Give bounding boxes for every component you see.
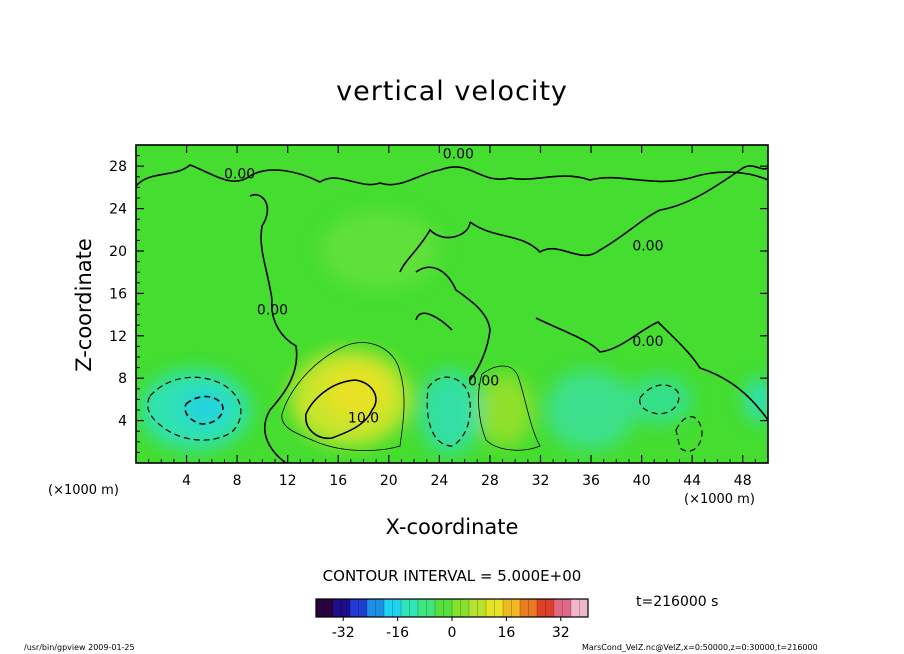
colorbar-cell <box>537 599 555 617</box>
updraft-center <box>324 366 388 418</box>
contour-label: 0.00 <box>632 334 663 350</box>
x-axis-ticks: 4 8 12 16 20 24 28 32 36 40 44 48 <box>148 145 756 489</box>
colorbar-cell <box>452 599 470 617</box>
y-tick-label: 8 <box>118 371 127 387</box>
x-tick-label: 16 <box>329 473 347 489</box>
colorbar-cell <box>503 599 521 617</box>
colorbar-ticks: -32 -16 0 16 32 <box>332 617 570 641</box>
colorbar-cell <box>435 599 453 617</box>
y-tick-label: 16 <box>109 286 127 302</box>
y-tick-label: 24 <box>109 202 127 218</box>
zero-contour-top <box>136 164 768 187</box>
contour-label: 0.00 <box>468 373 499 389</box>
footer-source: MarsCond_VelZ.nc@VelZ,x=0:50000,z=0:3000… <box>582 643 818 652</box>
negative-contour-right <box>639 384 680 415</box>
x-tick-label: 12 <box>279 473 297 489</box>
x-tick-label: 28 <box>481 473 499 489</box>
updraft-right <box>477 374 533 446</box>
updraft-upper <box>320 210 440 290</box>
x-tick-label: 32 <box>532 473 550 489</box>
x-tick-label: 4 <box>182 473 191 489</box>
x-tick-label: 8 <box>233 473 242 489</box>
x-tick-label: 20 <box>380 473 398 489</box>
colorbar-cell <box>350 599 368 617</box>
contour-label: 0.00 <box>443 146 474 162</box>
time-label: t=216000 s <box>636 594 719 610</box>
contour-labels: 0.00 0.00 0.00 0.00 0.00 0.00 10.0 <box>224 146 663 426</box>
contour-label: 0.00 <box>632 239 663 255</box>
x-tick-label: 24 <box>430 473 448 489</box>
colorbar-tick-label: 16 <box>497 625 515 641</box>
colorbar-cell <box>520 599 538 617</box>
colorbar-cell <box>333 599 351 617</box>
colorbar-cells <box>316 599 589 617</box>
positive-contour-right <box>478 365 541 451</box>
y-tick-label: 28 <box>109 159 127 175</box>
x-unit-label-left: (×1000 m) <box>48 483 119 498</box>
colorbar-cell <box>418 599 436 617</box>
zero-contour-patches <box>415 266 491 381</box>
y-axis-label: Z-coordinate <box>72 238 96 372</box>
velocity-field <box>136 164 768 463</box>
colorbar-cell <box>384 599 402 617</box>
colorbar: -32 -16 0 16 32 <box>315 598 589 641</box>
zero-contour-left <box>249 193 298 463</box>
negative-contour-left-inner <box>184 395 224 425</box>
footer-program-date: /usr/bin/gpview 2009-01-25 <box>24 643 135 652</box>
colorbar-cell <box>486 599 504 617</box>
x-axis-label: X-coordinate <box>385 515 519 539</box>
downdraft-right <box>628 376 692 424</box>
downdraft-bottom <box>545 370 635 450</box>
downdraft-left-core <box>183 392 227 424</box>
positive-contour-outer <box>281 342 405 451</box>
positive-contour-core <box>305 379 377 439</box>
contour-lines <box>136 164 768 463</box>
x-tick-label: 44 <box>683 473 701 489</box>
downdraft-edge <box>744 378 768 422</box>
colorbar-cell <box>469 599 487 617</box>
negative-contour-mid <box>426 376 471 447</box>
colorbar-cell <box>401 599 419 617</box>
y-tick-label: 12 <box>109 329 127 345</box>
x-tick-label: 36 <box>582 473 600 489</box>
contour-label: 0.00 <box>257 302 288 318</box>
x-unit-label-right: (×1000 m) <box>684 492 755 507</box>
chart-title: vertical velocity <box>336 76 568 107</box>
colorbar-tick-label: 0 <box>448 625 457 641</box>
y-axis-ticks: 4 8 12 16 20 24 28 <box>109 155 768 453</box>
colorbar-cell <box>554 599 572 617</box>
contour-interval-label: CONTOUR INTERVAL = 5.000E+00 <box>322 567 582 585</box>
colorbar-cell <box>571 599 589 617</box>
contour-label: 10.0 <box>348 410 379 426</box>
contour-label: 0.00 <box>224 167 255 183</box>
colorbar-cell <box>316 599 334 617</box>
colorbar-cell <box>367 599 385 617</box>
zero-contour-east <box>535 317 768 421</box>
colorbar-tick-label: 32 <box>552 625 570 641</box>
zero-contour-right <box>399 165 768 273</box>
colorbar-tick-label: -32 <box>332 625 355 641</box>
negative-contour-far-right <box>675 416 703 452</box>
x-tick-label: 48 <box>734 473 752 489</box>
x-tick-label: 40 <box>633 473 651 489</box>
y-tick-label: 20 <box>109 244 127 260</box>
y-tick-label: 4 <box>118 414 127 430</box>
colorbar-tick-label: -16 <box>386 625 409 641</box>
